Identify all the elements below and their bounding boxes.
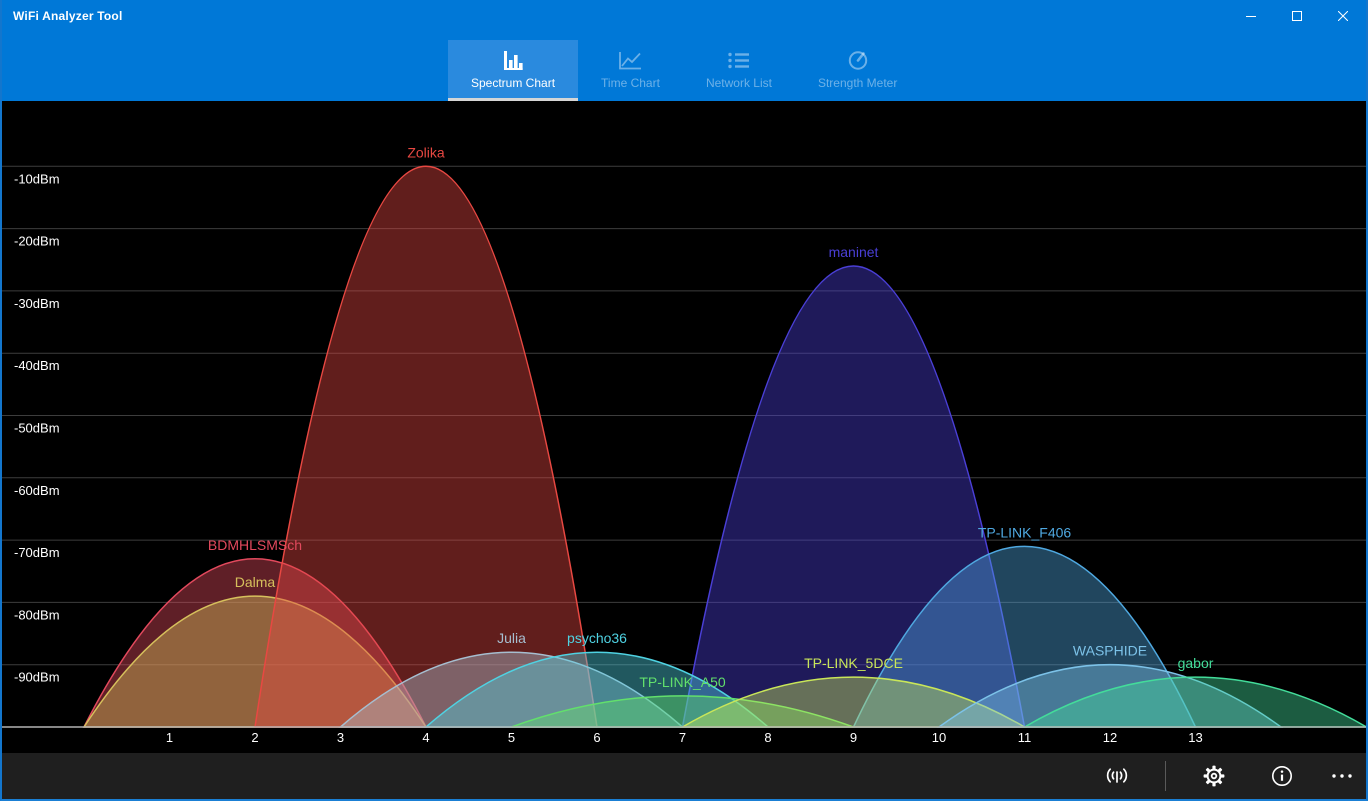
- gauge-icon: [847, 47, 869, 73]
- tab-strength-meter[interactable]: Strength Meter: [795, 40, 920, 101]
- settings-button[interactable]: [1190, 753, 1238, 799]
- x-axis-label: 11: [1018, 730, 1032, 745]
- network-curve-maninet: [681, 265, 1026, 728]
- network-label-Zolika: Zolika: [407, 144, 445, 160]
- y-axis-label: -40dBm: [14, 358, 60, 373]
- x-axis-label: 6: [593, 730, 600, 745]
- tab-label: Strength Meter: [817, 76, 898, 90]
- tab-label: Network List: [705, 76, 772, 90]
- y-axis-label: -60dBm: [14, 483, 60, 498]
- y-axis-label: -10dBm: [14, 171, 60, 186]
- spectrum-chart-area: -10dBm -20dBm -30dBm -40dBm -50dBm -60dBm -70d…: [2, 101, 1366, 753]
- spectrum-chart-svg: -10dBm -20dBm -30dBm -40dBm -50dBm -60dBm -70d…: [2, 144, 1366, 745]
- network-curve-TP-LINK_F406: [852, 545, 1197, 728]
- network-curve-TP-LINK_5DCE: [679, 676, 1028, 728]
- network-curve-WASPHIDE: [936, 663, 1284, 728]
- tab-network-list[interactable]: Network List: [683, 40, 795, 101]
- command-bar-separator: [1165, 761, 1166, 791]
- x-axis-label: 3: [337, 730, 344, 745]
- x-axis-label: 1: [166, 730, 173, 745]
- maximize-icon: [1292, 11, 1302, 21]
- x-axis-label: 5: [508, 730, 515, 745]
- x-axis-label: 12: [1103, 730, 1117, 745]
- minimize-button[interactable]: [1228, 0, 1274, 32]
- minimize-icon: [1246, 16, 1256, 17]
- close-icon: [1338, 11, 1348, 21]
- info-icon: [1272, 766, 1292, 786]
- network-label-TP-LINK_F406: TP-LINK_F406: [978, 524, 1072, 540]
- close-button[interactable]: [1320, 0, 1366, 32]
- list-icon: [727, 47, 751, 73]
- network-label-TP-LINK_A50: TP-LINK_A50: [639, 674, 726, 690]
- network-curve-Zolika: [254, 165, 598, 728]
- x-axis-label: 4: [422, 730, 429, 745]
- network-label-gabor: gabor: [1178, 655, 1214, 671]
- network-label-TP-LINK_5DCE: TP-LINK_5DCE: [804, 655, 903, 671]
- network-curve-Dalma: [82, 595, 428, 728]
- tab-label: Spectrum Chart: [471, 76, 556, 90]
- window-controls: [1228, 0, 1366, 32]
- y-axis-label: -50dBm: [14, 421, 60, 436]
- x-axis-label: 10: [932, 730, 946, 745]
- nav-tabs: Spectrum Chart Time Chart Network List: [2, 32, 1366, 101]
- network-label-Dalma: Dalma: [235, 574, 276, 590]
- x-axis-label: 2: [251, 730, 258, 745]
- command-bar: [2, 753, 1366, 799]
- titlebar: WiFi Analyzer Tool: [2, 0, 1366, 32]
- broadcast-scan-button[interactable]: [1093, 753, 1141, 799]
- x-axis-label: 13: [1188, 730, 1202, 745]
- line-chart-icon: [618, 47, 642, 73]
- window-title: WiFi Analyzer Tool: [13, 9, 123, 23]
- broadcast-icon: [1106, 768, 1128, 783]
- bar-chart-icon: [501, 47, 525, 73]
- network-curve-BDMHLSMSch: [82, 558, 428, 728]
- y-axis-label: -70dBm: [14, 545, 60, 560]
- network-label-WASPHIDE: WASPHIDE: [1073, 643, 1147, 659]
- tab-time-chart[interactable]: Time Chart: [578, 40, 683, 101]
- gear-icon: [1203, 765, 1225, 787]
- info-button[interactable]: [1258, 753, 1306, 799]
- network-label-BDMHLSMSch: BDMHLSMSch: [208, 537, 302, 553]
- network-label-psycho36: psycho36: [567, 630, 627, 646]
- y-axis-label: -20dBm: [14, 234, 60, 249]
- maximize-button[interactable]: [1274, 0, 1320, 32]
- y-axis-label: -30dBm: [14, 296, 60, 311]
- tab-spectrum-chart[interactable]: Spectrum Chart: [448, 40, 579, 101]
- x-axis-label: 8: [764, 730, 771, 745]
- network-label-maninet: maninet: [829, 244, 879, 260]
- tab-label: Time Chart: [601, 76, 660, 90]
- network-label-Julia: Julia: [497, 630, 526, 646]
- ellipsis-icon: [1332, 774, 1352, 778]
- x-axis-label: 9: [850, 730, 857, 745]
- y-axis-label: -80dBm: [14, 607, 60, 622]
- more-button[interactable]: [1318, 753, 1366, 799]
- network-curve-TP-LINK_A50: [511, 695, 854, 728]
- network-curve-gabor: [1021, 676, 1366, 728]
- y-axis-label: -90dBm: [14, 670, 60, 685]
- x-axis-label: 7: [679, 730, 686, 745]
- network-curve-Julia: [338, 651, 685, 728]
